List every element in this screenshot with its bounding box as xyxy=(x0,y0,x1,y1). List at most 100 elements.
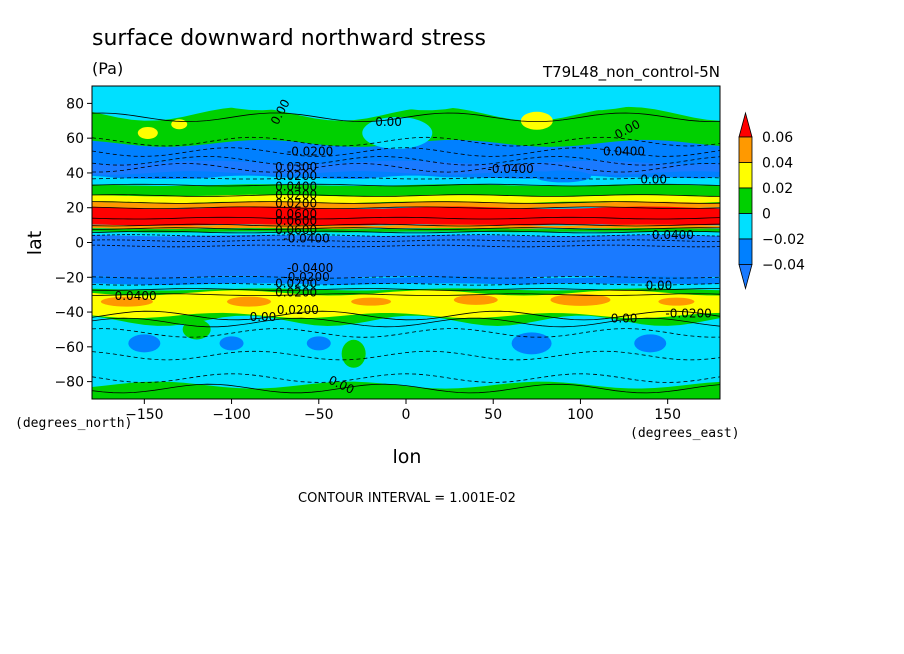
contour-label: 0.00 xyxy=(375,115,402,129)
blue-patch xyxy=(128,334,161,353)
colorbar-label: 0.02 xyxy=(762,181,793,197)
y-tick-label: −40 xyxy=(54,305,84,321)
x-tick-label: −50 xyxy=(304,407,334,423)
colorbar-segment xyxy=(738,162,753,189)
contour-label: -0.0400 xyxy=(488,162,534,176)
contour-label: 0.00 xyxy=(640,172,667,186)
blue-patch xyxy=(306,336,331,351)
contour-line xyxy=(92,155,720,166)
blue-patch xyxy=(634,334,667,353)
contour-label: 0.0400 xyxy=(275,179,317,193)
y-unit-label: (degrees_north) xyxy=(15,416,132,431)
band-north-yellow xyxy=(92,194,720,204)
contour-label: 0.0400 xyxy=(652,228,694,242)
contour-label: -0.0200 xyxy=(665,306,711,320)
y-tick-label: −80 xyxy=(54,375,84,391)
blue-patch xyxy=(511,332,552,355)
contour-label: 0.00 xyxy=(646,278,673,292)
green-lobe xyxy=(182,319,211,340)
contour-label: 0.00 xyxy=(250,310,277,324)
contour-line xyxy=(92,201,720,204)
color-blobs xyxy=(92,93,695,368)
colorbar-label: 0.04 xyxy=(762,156,793,172)
colorbar-segment xyxy=(738,136,753,163)
colorbar-arrow-bottom xyxy=(738,264,753,291)
contour-line xyxy=(92,293,720,296)
contour-line xyxy=(92,227,720,230)
x-tick-label: 50 xyxy=(484,407,502,423)
band-polar-cyan xyxy=(92,86,720,111)
contour-line xyxy=(92,328,720,338)
contour-line xyxy=(92,223,720,227)
x-tick-label: 150 xyxy=(654,407,681,423)
contour-label: 0.0300 xyxy=(275,160,317,174)
band-tropical-red xyxy=(92,206,720,226)
y-tick-label: 80 xyxy=(66,96,84,112)
contour-label: -0.0200 xyxy=(287,145,333,159)
green-lobe xyxy=(341,339,366,368)
y-tick-label: 40 xyxy=(66,166,84,182)
contour-label: 0.0200 xyxy=(275,169,317,183)
contour-label: 0.0600 xyxy=(275,223,317,237)
colorbar-arrow-top xyxy=(738,111,753,138)
contour-line xyxy=(92,183,720,187)
orange-cell xyxy=(100,296,153,307)
contour-label: 0.0400 xyxy=(603,145,645,159)
blue-patch xyxy=(219,336,244,351)
contour-line xyxy=(92,162,720,173)
cyan-patch xyxy=(92,93,130,114)
contour-label: -0.0200 xyxy=(283,270,329,284)
y-axis-title: lat xyxy=(24,231,46,255)
contour-label: 0.0600 xyxy=(275,207,317,221)
contour-line xyxy=(92,230,720,234)
band-antarctic-green xyxy=(92,381,720,399)
blue-patch-north xyxy=(535,170,591,183)
band-south-blue xyxy=(92,276,720,286)
x-tick-label: 0 xyxy=(402,407,411,423)
y-tick-label: −20 xyxy=(54,270,84,286)
contour-line xyxy=(92,288,720,291)
chart-units: (Pa) xyxy=(92,59,123,78)
contour-line xyxy=(92,206,720,210)
contour-label: 0.0200 xyxy=(275,197,317,211)
x-tick-label: 100 xyxy=(567,407,594,423)
contour-line xyxy=(92,112,720,123)
orange-cell xyxy=(227,296,271,307)
y-tick-label: 20 xyxy=(66,201,84,217)
x-tick-label: −150 xyxy=(125,407,163,423)
contour-label: 0.0600 xyxy=(275,214,317,228)
contour-line xyxy=(92,194,720,197)
colorbar-label: −0.04 xyxy=(762,258,805,274)
contour-label: 0.0400 xyxy=(115,289,157,303)
contour-interval-note: CONTOUR INTERVAL = 1.001E-02 xyxy=(298,491,516,506)
orange-cell xyxy=(351,297,392,306)
contour-line xyxy=(92,147,720,157)
run-label: T79L48_non_control-5N xyxy=(542,63,720,82)
y-tick-label: 0 xyxy=(75,236,84,252)
colorbar-segment xyxy=(738,238,753,265)
y-axis: −80 −60 −40 −20 0 20 40 60 80 xyxy=(54,96,92,391)
contour-line xyxy=(92,136,720,147)
x-axis: −150 −100 −50 0 50 100 150 xyxy=(125,399,681,423)
contour-label: -0.0400 xyxy=(287,261,333,275)
band-equatorial-deepblue xyxy=(92,234,720,279)
x-tick-label: −100 xyxy=(212,407,250,423)
cyan-patch xyxy=(362,116,433,149)
x-axis-title: lon xyxy=(393,446,422,468)
orange-cell xyxy=(550,293,611,306)
orange-cell xyxy=(453,294,498,305)
contour-line xyxy=(92,216,720,220)
colorbar-label: 0.06 xyxy=(762,130,793,146)
colorbar-segment xyxy=(738,213,753,240)
plot-area: 0.00 0.00 0.000.0400-0.0200-0.04000.000.03… xyxy=(92,86,720,399)
yellow-patch xyxy=(520,111,553,130)
band-orange-thin xyxy=(92,224,720,230)
contour-label: 0.0200 xyxy=(275,188,317,202)
contour-label: -0.0400 xyxy=(283,232,329,246)
colorbar: 0.06 0.04 0.02 0 −0.02 −0.04 xyxy=(738,111,805,291)
x-unit-label: (degrees_east) xyxy=(630,426,740,441)
yellow-patch xyxy=(137,126,158,139)
contour-line xyxy=(92,310,720,321)
contour-label: 0.0200 xyxy=(275,277,317,291)
